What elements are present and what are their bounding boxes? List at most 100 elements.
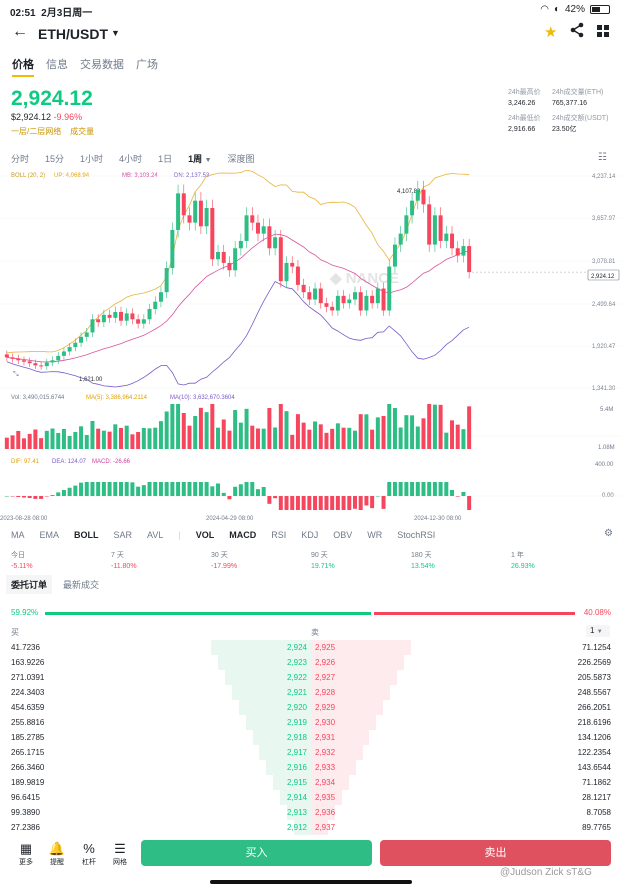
macd-bar bbox=[455, 496, 460, 497]
macd-bar bbox=[284, 496, 289, 510]
tab-price[interactable]: 价格 bbox=[12, 56, 34, 77]
table-row[interactable]: 224.3403 2,921 2,928 248.5567 bbox=[0, 685, 622, 700]
vol-tick-0: 5.4M bbox=[600, 407, 613, 413]
network-tag[interactable]: 一层/二层网络 bbox=[11, 127, 62, 136]
table-row[interactable]: 271.0391 2,922 2,927 205.5873 bbox=[0, 670, 622, 685]
candle bbox=[187, 215, 192, 223]
ask-price: 2,926 bbox=[315, 658, 336, 667]
candle bbox=[375, 288, 380, 304]
tf-1d[interactable]: 1日 bbox=[158, 154, 173, 164]
high-value: 3,246.26 bbox=[508, 100, 536, 107]
tab-trading-data[interactable]: 交易数据 bbox=[80, 59, 124, 71]
ind-stochrsi[interactable]: StochRSI bbox=[397, 530, 436, 540]
bid-amount: 255.8816 bbox=[11, 718, 45, 727]
candle bbox=[261, 226, 266, 234]
kline-chart[interactable]: BOLL (20, 2) UP: 4,068.94 MB: 3,103.24 D… bbox=[0, 166, 622, 524]
volume-bar bbox=[176, 404, 181, 449]
ind-ema[interactable]: EMA bbox=[39, 530, 60, 540]
ask-price: 2,936 bbox=[315, 808, 336, 817]
bid-depth-bar bbox=[273, 775, 311, 790]
tf-1h[interactable]: 1小时 bbox=[80, 154, 104, 164]
tab-info[interactable]: 信息 bbox=[46, 59, 68, 71]
candle bbox=[427, 204, 432, 245]
nav-leverage[interactable]: % 杠杆 bbox=[77, 841, 101, 867]
tab-square[interactable]: 广场 bbox=[136, 59, 158, 71]
table-row[interactable]: 189.9819 2,915 2,934 71.1862 bbox=[0, 775, 622, 790]
volume-tag[interactable]: 成交量 bbox=[70, 127, 95, 136]
table-row[interactable]: 163.9226 2,923 2,926 226.2569 bbox=[0, 655, 622, 670]
tf-timeline[interactable]: 分时 bbox=[11, 154, 30, 164]
ask-price: 2,927 bbox=[315, 673, 336, 682]
bid-amount: 266.3460 bbox=[11, 763, 45, 772]
caret-down-icon[interactable]: ▼ bbox=[111, 28, 120, 38]
volume-bar bbox=[181, 413, 186, 449]
nav-more[interactable]: ▦ 更多 bbox=[14, 841, 38, 867]
sell-button[interactable]: 卖出 bbox=[380, 840, 611, 866]
ind-sar[interactable]: SAR bbox=[113, 530, 133, 540]
buy-button[interactable]: 买入 bbox=[141, 840, 372, 866]
volume-bar bbox=[61, 429, 66, 449]
candle bbox=[39, 365, 44, 367]
grid-menu-icon[interactable] bbox=[597, 24, 609, 42]
ind-ma[interactable]: MA bbox=[11, 530, 25, 540]
ind-kdj[interactable]: KDJ bbox=[301, 530, 319, 540]
table-row[interactable]: 255.8816 2,919 2,930 218.6196 bbox=[0, 715, 622, 730]
volume-bar bbox=[427, 404, 432, 449]
table-row[interactable]: 41.7236 2,924 2,925 71.1254 bbox=[0, 640, 622, 655]
candle bbox=[119, 311, 123, 321]
star-icon[interactable]: ★ bbox=[544, 24, 558, 41]
macd-bar bbox=[318, 496, 323, 510]
precision-value: 1 bbox=[590, 626, 595, 635]
nav-alert[interactable]: 🔔 提醒 bbox=[45, 841, 69, 867]
table-row[interactable]: 185.2785 2,918 2,931 134.1206 bbox=[0, 730, 622, 745]
chart-settings-icon[interactable]: ☷ bbox=[598, 152, 607, 163]
perf-label: 90 天 bbox=[311, 552, 328, 559]
ind-avl[interactable]: AVL bbox=[147, 530, 164, 540]
volume-bar bbox=[438, 404, 443, 449]
tab-order-book[interactable]: 委托订单 bbox=[6, 575, 53, 594]
ind-boll[interactable]: BOLL bbox=[74, 530, 99, 540]
perf-value: 26.93% bbox=[511, 563, 535, 570]
volume-bar bbox=[170, 404, 175, 449]
ind-wr[interactable]: WR bbox=[367, 530, 383, 540]
table-row[interactable]: 96.6415 2,914 2,935 28.1217 bbox=[0, 790, 622, 805]
precision-select[interactable]: 1 ▼ bbox=[586, 625, 610, 637]
sell-header: 卖 bbox=[311, 628, 319, 637]
ind-vol[interactable]: VOL bbox=[195, 530, 215, 540]
table-row[interactable]: 99.3890 2,913 2,936 8.7058 bbox=[0, 805, 622, 820]
bid-amount: 163.9226 bbox=[11, 658, 45, 667]
tf-depth[interactable]: 深度图 bbox=[227, 154, 255, 164]
table-row[interactable]: 454.6359 2,920 2,929 266.2051 bbox=[0, 700, 622, 715]
table-row[interactable]: 265.1715 2,917 2,932 122.2354 bbox=[0, 745, 622, 760]
tf-1w[interactable]: 1周 ▼ bbox=[188, 152, 211, 165]
macd-bar bbox=[124, 482, 129, 496]
bid-depth-bar bbox=[218, 655, 311, 670]
expand-icon[interactable]: ⤡ bbox=[13, 371, 19, 378]
volume-bar bbox=[324, 432, 329, 449]
share-icon[interactable] bbox=[570, 22, 584, 43]
table-row[interactable]: 266.3460 2,916 2,933 143.6544 bbox=[0, 760, 622, 775]
pair-title[interactable]: ETH/USDT bbox=[38, 26, 108, 42]
macd-bar bbox=[250, 482, 255, 496]
ind-macd[interactable]: MACD bbox=[229, 530, 257, 540]
candle bbox=[341, 295, 346, 304]
nav-grid[interactable]: ☰ 网格 bbox=[108, 841, 132, 867]
indicator-settings-icon[interactable]: ⚙ bbox=[604, 528, 613, 539]
nav-more-label: 更多 bbox=[19, 859, 33, 866]
candle bbox=[444, 233, 449, 241]
ind-obv[interactable]: OBV bbox=[333, 530, 353, 540]
macd-bar bbox=[204, 482, 209, 496]
volume-bar bbox=[50, 428, 55, 449]
macd-bar bbox=[67, 487, 72, 496]
back-arrow-icon[interactable]: ← bbox=[12, 23, 28, 40]
macd-bar bbox=[153, 482, 158, 496]
candle bbox=[101, 314, 106, 323]
ytick-2: 3,078.81 bbox=[592, 259, 616, 265]
boll-dn-line bbox=[6, 280, 470, 388]
tab-latest-trades[interactable]: 最新成交 bbox=[63, 580, 100, 590]
table-row[interactable]: 27.2386 2,912 2,937 89.7765 bbox=[0, 820, 622, 835]
ind-rsi[interactable]: RSI bbox=[271, 530, 287, 540]
tf-4h[interactable]: 4小时 bbox=[119, 154, 143, 164]
volume-bar bbox=[461, 429, 466, 449]
tf-15m[interactable]: 15分 bbox=[45, 154, 65, 164]
